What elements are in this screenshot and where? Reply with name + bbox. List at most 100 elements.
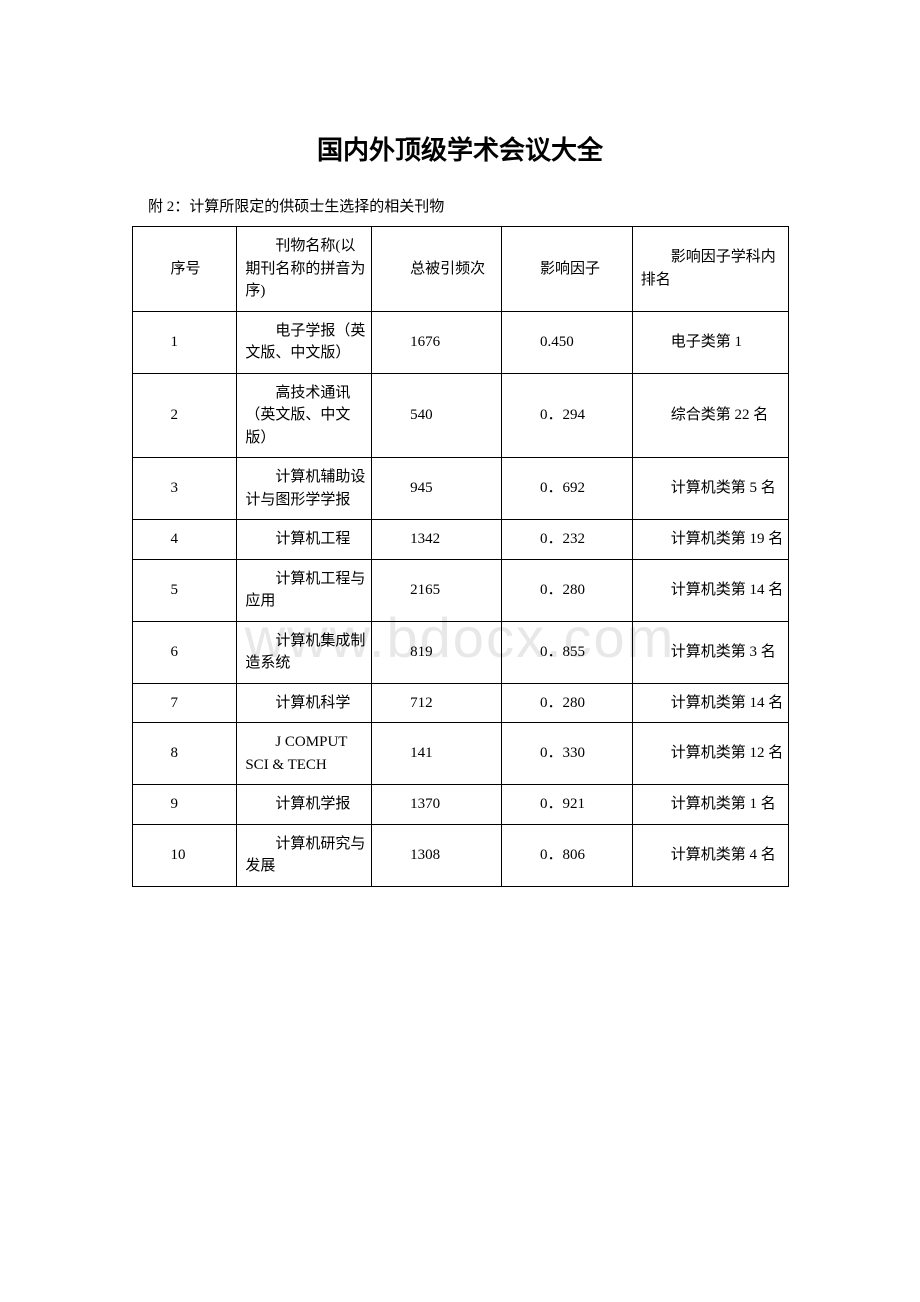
cell-value: 945: [380, 477, 497, 500]
cell-value: 计算机类第 3 名: [641, 641, 784, 664]
cell-value: 计算机工程与应用: [245, 568, 367, 613]
cell-value: 综合类第 22 名: [641, 404, 784, 427]
cell-value: J COMPUT SCI & TECH: [245, 731, 367, 776]
cell-value: 计算机集成制造系统: [245, 630, 367, 675]
cell-value: 6: [141, 641, 233, 664]
cell-rank: 计算机类第 5 名: [632, 458, 788, 520]
cell-value: 0．806: [510, 844, 628, 867]
cell-value: 10: [141, 844, 233, 867]
cell-value: 0．280: [510, 692, 628, 715]
cell-impact: 0.450: [501, 311, 632, 373]
cell-value: 计算机类第 1 名: [641, 793, 784, 816]
cell-name: 计算机辅助设计与图形学学报: [237, 458, 372, 520]
cell-rank: 计算机类第 14 名: [632, 559, 788, 621]
cell-value: 8: [141, 742, 233, 765]
header-label: 刊物名称(以期刊名称的拼音为序): [245, 235, 367, 303]
cell-value: 2165: [380, 579, 497, 602]
table-row: 8 J COMPUT SCI & TECH 141 0．330 计算机类第 12…: [132, 723, 788, 785]
cell-value: 0.450: [510, 331, 628, 354]
cell-citations: 945: [372, 458, 502, 520]
header-cell-citations: 总被引频次: [372, 227, 502, 312]
cell-value: 计算机类第 4 名: [641, 844, 784, 867]
cell-value: 高技术通讯（英文版、中文版）: [245, 382, 367, 450]
cell-impact: 0．280: [501, 683, 632, 723]
cell-value: 计算机辅助设计与图形学学报: [245, 466, 367, 511]
header-label: 总被引频次: [380, 258, 497, 281]
cell-value: 9: [141, 793, 233, 816]
cell-index: 4: [132, 520, 237, 560]
cell-name: 计算机科学: [237, 683, 372, 723]
cell-impact: 0．855: [501, 621, 632, 683]
cell-value: 电子学报（英文版、中文版）: [245, 320, 367, 365]
cell-citations: 2165: [372, 559, 502, 621]
cell-rank: 计算机类第 19 名: [632, 520, 788, 560]
cell-impact: 0．280: [501, 559, 632, 621]
table-row: 3 计算机辅助设计与图形学学报 945 0．692 计算机类第 5 名: [132, 458, 788, 520]
cell-value: 1370: [380, 793, 497, 816]
cell-index: 7: [132, 683, 237, 723]
cell-value: 计算机科学: [245, 692, 367, 715]
cell-citations: 1370: [372, 785, 502, 825]
cell-impact: 0．806: [501, 824, 632, 886]
cell-index: 9: [132, 785, 237, 825]
cell-value: 0．294: [510, 404, 628, 427]
cell-value: 0．280: [510, 579, 628, 602]
cell-index: 5: [132, 559, 237, 621]
cell-value: 819: [380, 641, 497, 664]
cell-value: 540: [380, 404, 497, 427]
cell-citations: 712: [372, 683, 502, 723]
cell-name: 电子学报（英文版、中文版）: [237, 311, 372, 373]
cell-rank: 计算机类第 14 名: [632, 683, 788, 723]
cell-citations: 819: [372, 621, 502, 683]
cell-name: 计算机学报: [237, 785, 372, 825]
cell-impact: 0．330: [501, 723, 632, 785]
cell-value: 4: [141, 528, 233, 551]
cell-value: 712: [380, 692, 497, 715]
cell-index: 3: [132, 458, 237, 520]
cell-value: 电子类第 1: [641, 331, 784, 354]
cell-rank: 计算机类第 4 名: [632, 824, 788, 886]
cell-rank: 计算机类第 3 名: [632, 621, 788, 683]
cell-impact: 0．294: [501, 373, 632, 458]
cell-value: 1342: [380, 528, 497, 551]
cell-value: 0．855: [510, 641, 628, 664]
cell-value: 1676: [380, 331, 497, 354]
table-row: 5 计算机工程与应用 2165 0．280 计算机类第 14 名: [132, 559, 788, 621]
cell-value: 7: [141, 692, 233, 715]
cell-rank: 计算机类第 1 名: [632, 785, 788, 825]
cell-value: 2: [141, 404, 233, 427]
cell-value: 3: [141, 477, 233, 500]
cell-name: 计算机集成制造系统: [237, 621, 372, 683]
cell-name: J COMPUT SCI & TECH: [237, 723, 372, 785]
table-row: 6 计算机集成制造系统 819 0．855 计算机类第 3 名: [132, 621, 788, 683]
cell-value: 0．330: [510, 742, 628, 765]
cell-rank: 电子类第 1: [632, 311, 788, 373]
cell-name: 计算机研究与发展: [237, 824, 372, 886]
cell-value: 5: [141, 579, 233, 602]
table-row: 4 计算机工程 1342 0．232 计算机类第 19 名: [132, 520, 788, 560]
cell-value: 1: [141, 331, 233, 354]
cell-value: 计算机学报: [245, 793, 367, 816]
table-header-row: 序号 刊物名称(以期刊名称的拼音为序) 总被引频次 影响因子 影响因子学科内排名: [132, 227, 788, 312]
header-cell-rank: 影响因子学科内排名: [632, 227, 788, 312]
header-cell-impact: 影响因子: [501, 227, 632, 312]
publications-table: 序号 刊物名称(以期刊名称的拼音为序) 总被引频次 影响因子 影响因子学科内排名…: [132, 226, 789, 887]
cell-value: 计算机类第 19 名: [641, 528, 784, 551]
cell-impact: 0．921: [501, 785, 632, 825]
cell-value: 0．232: [510, 528, 628, 551]
cell-index: 2: [132, 373, 237, 458]
table-row: 10 计算机研究与发展 1308 0．806 计算机类第 4 名: [132, 824, 788, 886]
cell-name: 高技术通讯（英文版、中文版）: [237, 373, 372, 458]
cell-index: 10: [132, 824, 237, 886]
cell-rank: 计算机类第 12 名: [632, 723, 788, 785]
cell-value: 1308: [380, 844, 497, 867]
cell-citations: 1676: [372, 311, 502, 373]
cell-impact: 0．692: [501, 458, 632, 520]
header-cell-name: 刊物名称(以期刊名称的拼音为序): [237, 227, 372, 312]
cell-rank: 综合类第 22 名: [632, 373, 788, 458]
table-row: 9 计算机学报 1370 0．921 计算机类第 1 名: [132, 785, 788, 825]
cell-value: 计算机类第 14 名: [641, 692, 784, 715]
cell-index: 6: [132, 621, 237, 683]
cell-value: 141: [380, 742, 497, 765]
cell-impact: 0．232: [501, 520, 632, 560]
